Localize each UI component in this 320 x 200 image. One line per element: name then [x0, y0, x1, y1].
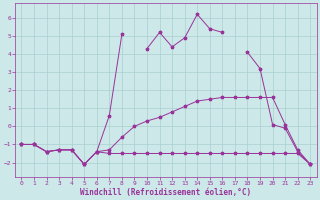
X-axis label: Windchill (Refroidissement éolien,°C): Windchill (Refroidissement éolien,°C) [80, 188, 252, 197]
